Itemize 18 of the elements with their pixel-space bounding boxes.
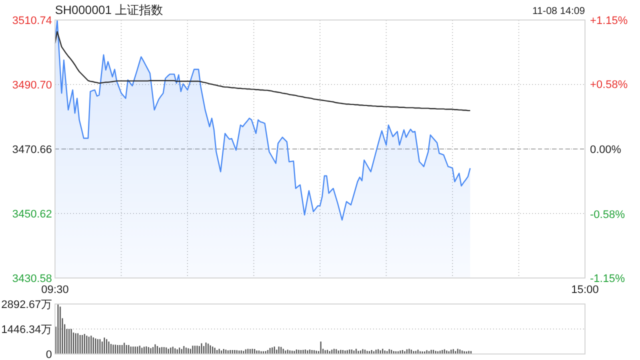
y-tick-label: 3450.62 — [12, 208, 52, 220]
x-tick-label: 09:30 — [41, 284, 69, 296]
y2-tick-label: +1.15% — [590, 15, 628, 27]
chart-subtitle: 11-08 14:09 — [532, 6, 586, 17]
line-series — [54, 31, 471, 112]
y-tick-label: 1446.34万 — [1, 324, 52, 336]
y2-tick-label: +0.58% — [590, 78, 628, 91]
y2-tick-label: -1.15% — [590, 273, 626, 285]
y-tick-label: 0 — [46, 349, 52, 360]
y-tick-label: 3510.74 — [12, 15, 52, 27]
y-tick-label: 3490.70 — [12, 80, 52, 92]
y-tick-label: 3430.58 — [12, 273, 52, 285]
y2-tick-label: 0.00% — [590, 144, 622, 156]
y2-tick-label: -0.58% — [590, 209, 626, 222]
x-tick-label: 15:00 — [571, 284, 599, 296]
y-tick-label: 2892.67万 — [1, 299, 52, 311]
chart-title: SH000001 上证指数 — [55, 3, 164, 17]
y-tick-label: 3470.66 — [12, 144, 52, 156]
